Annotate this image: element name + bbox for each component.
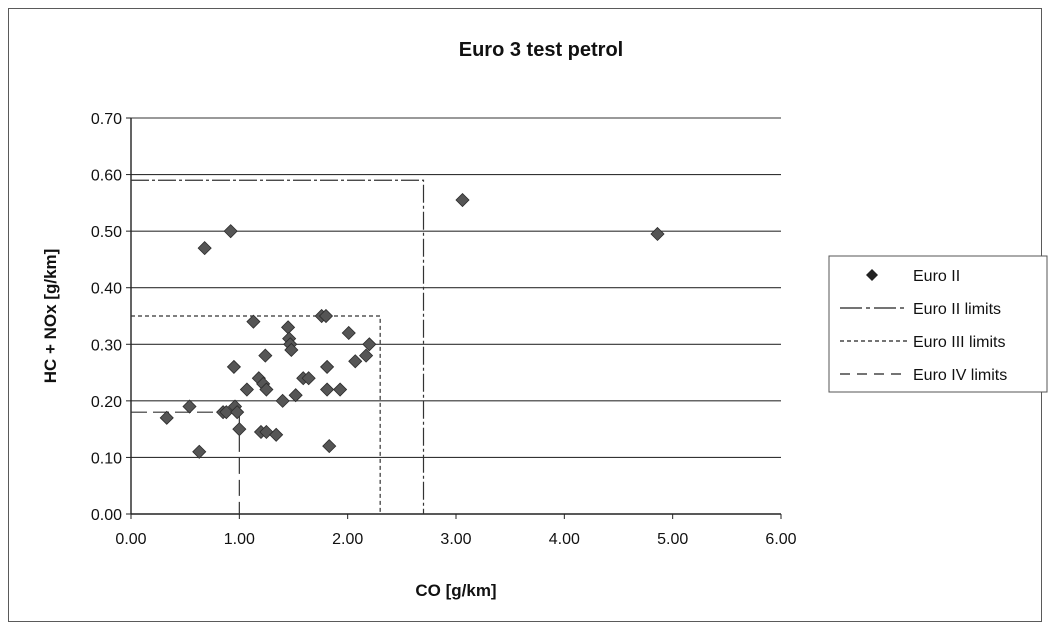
data-point bbox=[224, 225, 237, 238]
data-point bbox=[334, 383, 347, 396]
data-point bbox=[456, 194, 469, 207]
chart-title: Euro 3 test petrol bbox=[459, 39, 623, 61]
data-point bbox=[276, 394, 289, 407]
legend-label: Euro II bbox=[913, 268, 960, 285]
legend-label: Euro II limits bbox=[913, 301, 1001, 318]
y-tick-label: 0.40 bbox=[91, 281, 122, 298]
data-point bbox=[349, 355, 362, 368]
data-point bbox=[193, 445, 206, 458]
data-point bbox=[282, 321, 295, 334]
data-point bbox=[321, 360, 334, 373]
data-point bbox=[259, 349, 272, 362]
legend: Euro II Euro II limits Euro III limits Euro… bbox=[829, 256, 1047, 392]
y-tick-label: 0.30 bbox=[91, 337, 122, 354]
y-tick-label: 0.20 bbox=[91, 394, 122, 411]
y-tick-label: 0.00 bbox=[91, 507, 122, 524]
x-tick-label: 4.00 bbox=[549, 531, 580, 548]
y-tick-label: 0.50 bbox=[91, 224, 122, 241]
data-point bbox=[198, 242, 211, 255]
legend-label: Euro IV limits bbox=[913, 367, 1007, 384]
x-tick-label: 2.00 bbox=[332, 531, 363, 548]
data-point bbox=[360, 349, 373, 362]
legend-label: Euro III limits bbox=[913, 334, 1005, 351]
data-point bbox=[363, 338, 376, 351]
data-point bbox=[651, 227, 664, 240]
y-tick-label: 0.10 bbox=[91, 450, 122, 467]
data-point bbox=[323, 440, 336, 453]
x-axis-label: CO [g/km] bbox=[415, 581, 496, 600]
x-tick-label: 6.00 bbox=[765, 531, 796, 548]
y-tick-label: 0.70 bbox=[91, 111, 122, 128]
x-tick-label: 5.00 bbox=[657, 531, 688, 548]
x-tick-label: 0.00 bbox=[115, 531, 146, 548]
data-point bbox=[160, 411, 173, 424]
limit-line bbox=[131, 412, 239, 514]
data-point bbox=[321, 383, 334, 396]
x-tick-label: 3.00 bbox=[440, 531, 471, 548]
data-point bbox=[247, 315, 260, 328]
data-point bbox=[183, 400, 196, 413]
x-tick-label: 1.00 bbox=[224, 531, 255, 548]
data-point bbox=[240, 383, 253, 396]
data-point bbox=[289, 389, 302, 402]
y-axis-label: HC + NOx [g/km] bbox=[41, 249, 60, 384]
data-point bbox=[233, 423, 246, 436]
data-point bbox=[342, 326, 355, 339]
y-tick-label: 0.60 bbox=[91, 168, 122, 185]
data-point bbox=[227, 360, 240, 373]
